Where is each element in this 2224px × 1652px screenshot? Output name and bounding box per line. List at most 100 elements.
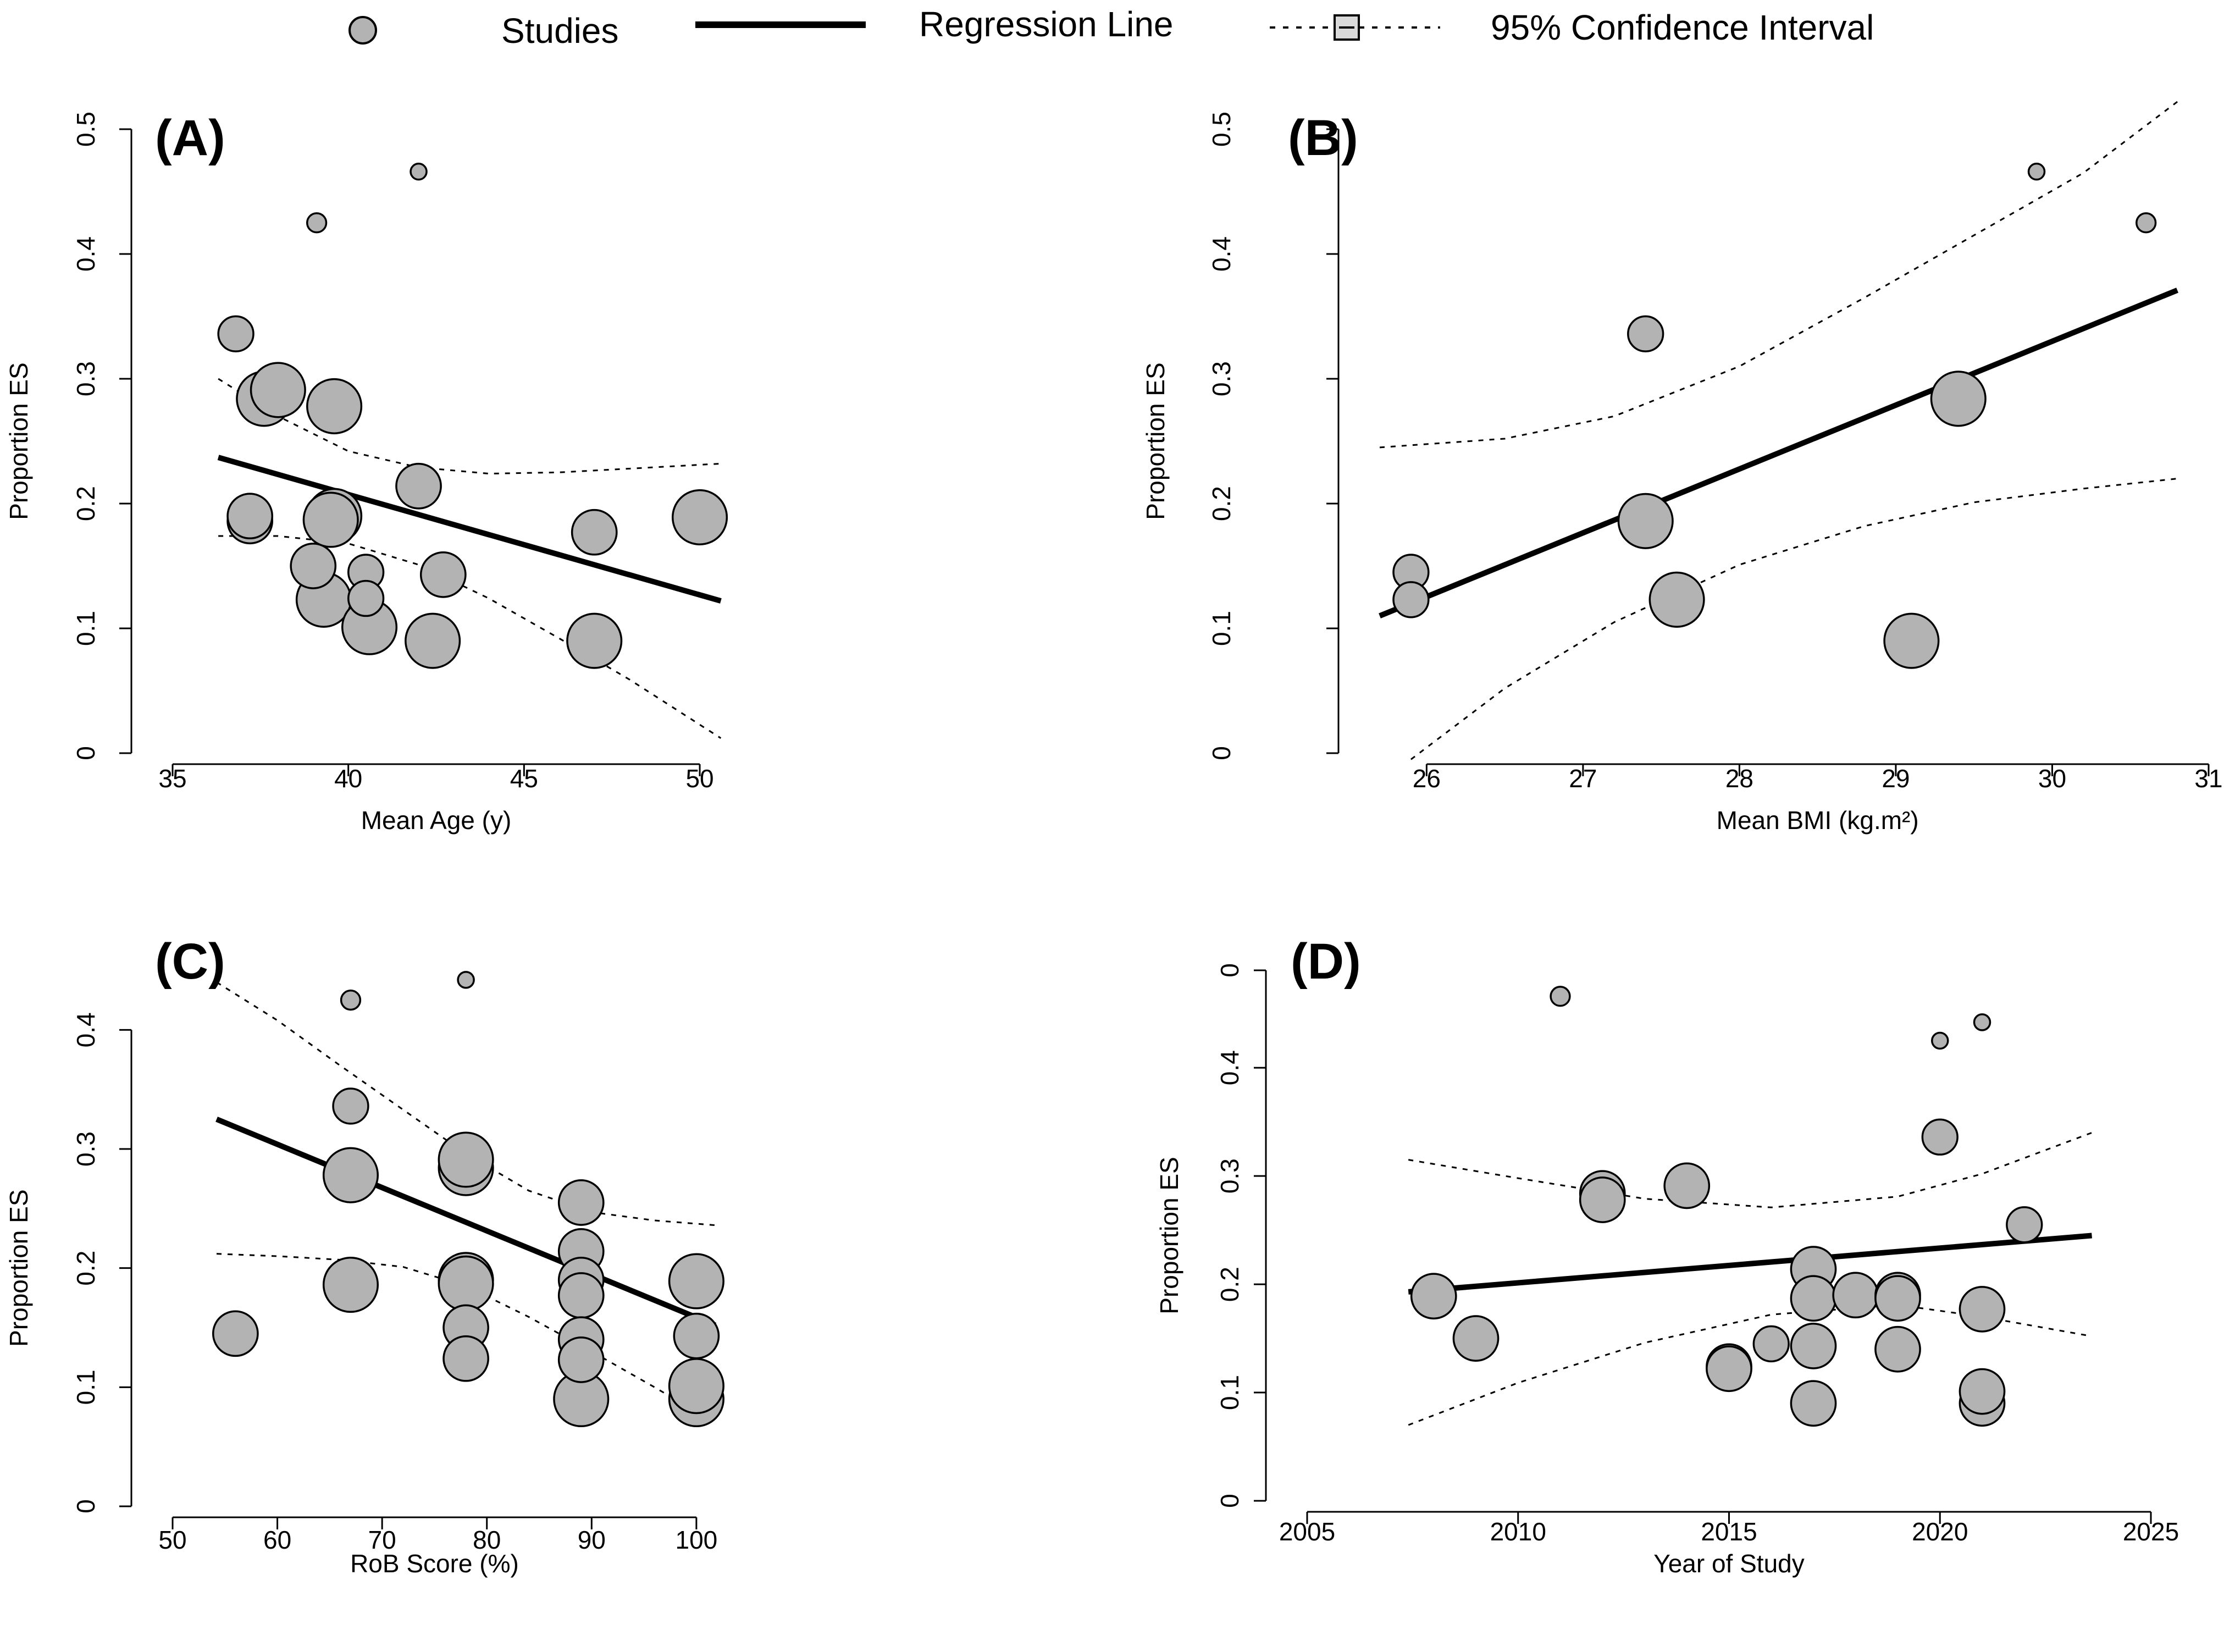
study-point (438, 1131, 494, 1188)
study-point (226, 493, 274, 540)
x-tick-label: 45 (510, 764, 538, 793)
y-axis-title: Proportion ES (4, 1189, 33, 1346)
study-point (457, 971, 475, 989)
study-point (250, 362, 306, 418)
ci-upper-line (1408, 1132, 2093, 1208)
study-point (1930, 371, 1987, 427)
x-tick-label: 27 (1569, 764, 1597, 793)
y-tick-label: 0 (1215, 1494, 1244, 1508)
study-point (1452, 1315, 1500, 1362)
y-tick-label: 0.1 (71, 1369, 100, 1405)
ci-upper-line (216, 981, 716, 1226)
ci-upper-line (1379, 101, 2178, 449)
y-tick-label: 0.4 (71, 236, 100, 272)
ci-upper-line (218, 378, 721, 475)
y-tick-label: 0 (1207, 746, 1236, 760)
y-tick-label: 0.3 (71, 361, 100, 396)
y-tick-label: 0.1 (1207, 611, 1236, 646)
y-tick-label: 0.1 (1215, 1375, 1244, 1410)
study-point (212, 1310, 259, 1357)
study-point (2006, 1206, 2043, 1244)
study-point (410, 162, 428, 181)
panel-tag: (B) (1288, 110, 1358, 166)
study-point (302, 491, 359, 548)
study-point (419, 551, 467, 598)
y-tick-label: 0.2 (1215, 1267, 1244, 1302)
y-tick-label: 0 (1215, 963, 1244, 977)
legend-ci-symbol-box (1334, 14, 1360, 41)
y-tick-label: 0.1 (71, 611, 100, 646)
regression-line (217, 455, 722, 604)
panel-d: 2005 2010 2015 2020 2025 0 0.1 0.2 0.3 0.4 0 Year o… (1155, 933, 2179, 1578)
study-point (340, 990, 362, 1011)
y-tick-label: 0.3 (71, 1131, 100, 1167)
study-point (1648, 571, 1705, 628)
y-tick-label: 0.2 (1207, 486, 1236, 521)
study-point (322, 1147, 379, 1203)
y-tick-label: 0 (71, 1499, 100, 1513)
study-point (1579, 1176, 1626, 1223)
study-point (1752, 1325, 1790, 1363)
y-tick-label: 0.4 (71, 1012, 100, 1047)
x-axis-title: RoB Score (%) (350, 1549, 519, 1578)
y-tick-label: 0.5 (71, 112, 100, 147)
x-tick-label: 2010 (1490, 1517, 1546, 1546)
x-axis-title: Year of Study (1653, 1549, 1805, 1578)
study-point (306, 212, 328, 234)
x-tick-label: 100 (676, 1526, 718, 1554)
x-tick-label: 30 (2038, 764, 2066, 793)
x-tick-label: 60 (263, 1526, 291, 1554)
panel-b: 26 27 28 29 30 31 0 0.1 0.2 0.3 0.4 0.5 Mean BMI (kg… (1141, 101, 2223, 835)
study-point (1973, 1013, 1991, 1031)
study-point (1550, 986, 1571, 1007)
study-point (1959, 1368, 2006, 1415)
y-tick-label: 0.4 (1207, 236, 1236, 272)
study-point (671, 489, 728, 546)
study-point (1883, 612, 1940, 669)
y-tick-label: 0 (71, 746, 100, 760)
study-point (557, 1179, 605, 1226)
legend-studies-symbol (348, 16, 377, 45)
study-point (1874, 1275, 1921, 1322)
y-axis-title: Proportion ES (1141, 362, 1170, 520)
study-point (322, 1256, 379, 1313)
y-tick-label: 0.2 (71, 1251, 100, 1286)
study-point (442, 1335, 489, 1382)
study-point (290, 543, 337, 589)
study-point (306, 378, 363, 434)
x-tick-label: 2015 (1701, 1517, 1757, 1546)
x-tick-label: 50 (158, 1526, 186, 1554)
study-point (673, 1312, 720, 1360)
study-point (668, 1358, 724, 1415)
x-tick-label: 2005 (1279, 1517, 1335, 1546)
study-point (1921, 1118, 1959, 1156)
x-tick-label: 90 (578, 1526, 606, 1554)
panel-c: 50 60 70 80 90 100 0 0.1 0.2 0.3 0.4 RoB Score (%) P… (4, 933, 724, 1578)
x-tick-label: 80 (473, 1526, 501, 1554)
x-tick-label: 31 (2194, 764, 2222, 793)
study-point (217, 315, 255, 352)
x-tick-label: 28 (1725, 764, 1753, 793)
legend: Studies Regression Line 95% Confidence I… (348, 4, 1874, 51)
study-point (1706, 1345, 1752, 1393)
study-point (1959, 1286, 2006, 1333)
study-point (571, 509, 618, 556)
y-tick-label: 0.3 (1207, 361, 1236, 396)
study-point (1790, 1380, 1837, 1427)
y-axis-title: Proportion ES (4, 362, 33, 520)
study-point (1663, 1162, 1711, 1209)
study-point (395, 462, 442, 510)
study-point (1392, 581, 1430, 618)
y-tick-label: 0.5 (1207, 112, 1236, 147)
legend-regression-label: Regression Line (919, 4, 1174, 44)
panel-tag: (A) (155, 110, 225, 166)
x-tick-label: 50 (685, 764, 713, 793)
study-point (405, 612, 461, 669)
regression-line (1408, 1233, 2092, 1295)
x-tick-label: 2020 (1912, 1517, 1968, 1546)
study-point (1790, 1275, 1837, 1322)
ci-lower-line (216, 1253, 716, 1424)
study-point (2027, 162, 2046, 181)
y-tick-label: 0.2 (71, 486, 100, 521)
